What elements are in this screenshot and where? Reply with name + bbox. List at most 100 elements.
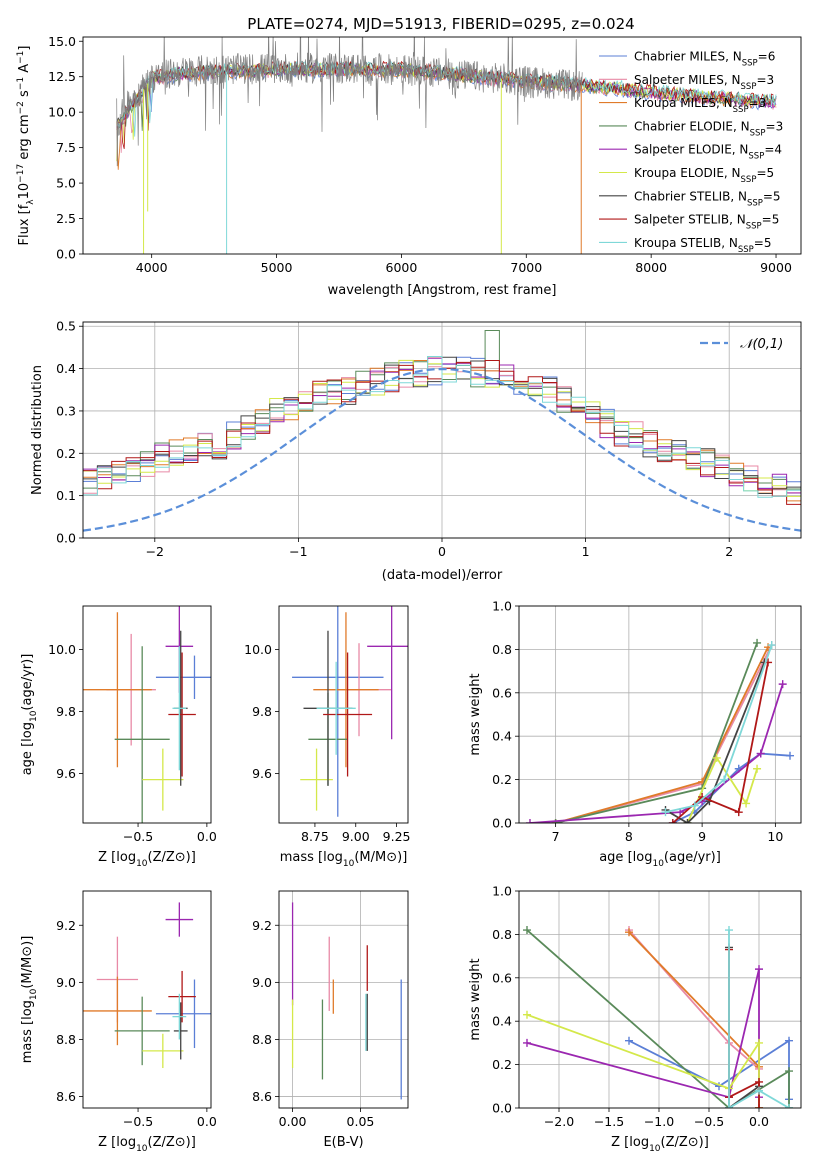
y-tick-label: 0.2 [56,446,76,461]
y-tick-label: 12.5 [48,69,76,84]
figure-title: PLATE=0274, MJD=51913, FIBERID=0295, z=0… [247,15,634,33]
x-tick-label: −1 [289,544,307,559]
y-tick-label: 9.6 [56,766,76,781]
x-tick-label: 1 [582,544,590,559]
x-tick-label: −0.5 [123,1114,153,1129]
weight-series-line [728,930,790,1108]
panel-age-vs-Z: −0.5 0.0 9.6 9.8 10.0 Z [log10(Z/Z⊙)] age [log… [20,605,217,869]
x-tick-label: 0.05 [347,1114,375,1129]
axes-frame [82,36,802,255]
y-tick-label: 10.0 [48,642,76,657]
legend-label: Chabrier MILES, NSSP=6 [634,50,775,69]
weight-point-marker [625,1036,633,1045]
weight-point-marker [785,1067,793,1076]
y-tick-label: 10.0 [48,105,76,120]
y-tick-label: 8.8 [252,1032,272,1047]
y-tick-label: 0.2 [492,772,512,787]
weight-series-line [526,1013,760,1108]
weight-point-marker [734,808,743,817]
weight-point-marker [755,1038,763,1047]
panel-age-vs-mass: 8.75 9.00 9.25 9.6 9.8 10.0 mass [log10(M/M⊙)] [244,605,411,869]
plot-area [291,902,402,1100]
legend-label: 𝒩(0,1) [740,337,783,352]
weight-point-marker [668,819,677,823]
weight-series-line [665,644,773,813]
y-tick-label: 0.2 [492,1057,512,1072]
x-axis-label: mass [log10(M/M⊙)] [280,850,408,869]
y-tick-label: 1.0 [492,599,512,614]
weight-point-marker [755,1077,763,1086]
x-axis-label: (data-model)/error [382,568,503,583]
y-tick-label: 0.0 [56,247,76,262]
x-tick-label: −2.0 [544,1114,574,1129]
x-tick-label: 10 [767,829,783,844]
axes-frame [278,605,409,824]
axes-frame [82,605,212,824]
weight-point-marker [683,819,692,823]
y-tick-label: 10.0 [244,642,272,657]
plot-area [523,926,793,1108]
y-tick-label: 8.8 [56,1032,76,1047]
plot-area [292,606,408,817]
weight-point-marker [755,1086,763,1095]
weight-series-line [672,752,791,823]
plot-area [83,606,211,823]
y-tick-label: 9.2 [252,918,272,933]
x-tick-label: 9.25 [383,829,411,844]
x-tick-label: −2 [146,544,164,559]
y-tick-label: 9.2 [56,918,76,933]
x-tick-label: −0.5 [694,1114,724,1129]
weight-series-line [526,929,790,1108]
weight-series-line [686,756,758,823]
legend-label: Chabrier ELODIE, NSSP=3 [634,119,783,138]
y-tick-label: 15.0 [48,34,76,49]
weight-series-line [728,949,760,1108]
y-tick-label: 9.0 [56,975,76,990]
axes-frame [82,321,802,539]
weight-point-marker [725,1104,733,1108]
weight-point-marker [523,1010,531,1019]
y-tick-label: 0.4 [56,361,76,376]
y-tick-label: 0.0 [492,1101,512,1116]
legend-label: Salpeter ELODIE, NSSP=4 [634,143,782,162]
weight-point-marker [720,775,729,784]
legend-label: Kroupa ELODIE, NSSP=5 [634,166,774,185]
x-tick-label: −1.5 [594,1114,624,1129]
legend-label: Kroupa STELIB, NSSP=5 [634,236,772,255]
weight-series-line [665,662,766,823]
weight-point-marker [712,753,721,762]
plot-area [525,638,795,823]
x-axis-label: E(B-V) [323,1135,363,1150]
y-tick-label: 8.6 [56,1089,76,1104]
x-tick-label: 5000 [261,260,293,275]
x-tick-label: 8 [625,829,633,844]
weight-point-marker [755,1104,763,1108]
weight-point-marker [785,1104,793,1108]
weight-series-line [628,931,760,1108]
y-axis-label: Flux [fλ10−17 erg cm−2 s−1 A−1] [16,46,36,246]
x-tick-label: 0.0 [749,1114,769,1129]
y-tick-label: 0.6 [492,685,512,700]
y-tick-label: 0.6 [492,970,512,985]
observed-spectrum-line [116,37,583,167]
x-tick-label: 0.00 [279,1114,307,1129]
weight-series-line [672,662,769,823]
legend-label: Salpeter STELIB, NSSP=5 [634,213,779,232]
y-tick-label: 9.8 [56,704,76,719]
legend-label: Salpeter MILES, NSSP=3 [634,73,774,92]
weight-point-marker [753,638,762,647]
weight-series-line [526,968,760,1099]
y-axis-label: mass [log10(M/M⊙)] [20,936,39,1064]
residual-histogram-step [83,359,801,498]
legend-label: Chabrier STELIB, NSSP=5 [634,189,781,208]
panel-weight-vs-Z: −2.0 −1.5 −1.0 −0.5 0.0 0.0 0.2 0.4 0.6 0.8 1.0 Z [… [468,884,802,1154]
y-tick-label: 0.0 [56,531,76,546]
y-tick-label: 9.0 [252,975,272,990]
x-tick-label: 6000 [386,260,418,275]
residual-histogram-step [83,357,801,504]
weight-point-marker [755,965,763,974]
x-tick-label: 2 [725,544,733,559]
x-axis-label: Z [log10(Z/Z⊙)] [611,1135,709,1154]
weight-point-marker [756,749,765,758]
